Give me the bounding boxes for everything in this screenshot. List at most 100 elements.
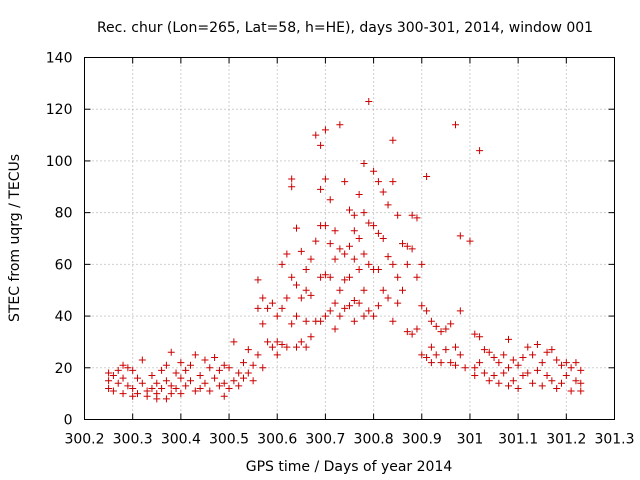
data-point [326, 273, 334, 281]
data-point [374, 229, 382, 237]
data-point [235, 382, 243, 390]
data-point [225, 364, 233, 372]
y-tick-labels: 0 20 40 60 80 100 120 140 [46, 51, 73, 429]
data-point [187, 361, 194, 369]
data-point [553, 384, 561, 392]
data-point [548, 346, 556, 354]
data-point [384, 294, 392, 302]
data-point [206, 364, 214, 372]
data-point [389, 178, 397, 186]
data-point [562, 372, 570, 380]
data-point [394, 273, 402, 281]
data-point [172, 369, 180, 377]
data-point [293, 224, 300, 232]
data-point [538, 382, 546, 390]
data-point [326, 240, 334, 248]
data-point [355, 191, 363, 199]
data-point [341, 250, 349, 258]
data-point [379, 188, 387, 196]
data-point [119, 374, 127, 382]
data-point [408, 245, 416, 253]
data-point [297, 294, 305, 302]
data-point [235, 369, 243, 377]
data-point [177, 359, 185, 367]
data-point [321, 222, 329, 230]
data-points [105, 97, 585, 403]
data-point [558, 361, 565, 369]
data-point [509, 377, 517, 385]
data-point [346, 273, 353, 281]
data-point [452, 343, 459, 351]
data-point [379, 235, 387, 242]
data-point [379, 286, 387, 294]
data-point [519, 372, 527, 380]
data-point [476, 359, 484, 367]
data-point [447, 359, 455, 367]
data-point [331, 255, 339, 263]
data-point [389, 260, 397, 268]
data-point [533, 341, 541, 349]
data-point [211, 353, 219, 361]
data-point [124, 382, 132, 390]
data-point [346, 302, 353, 310]
data-point [360, 209, 368, 217]
data-point [167, 348, 175, 356]
data-point [350, 255, 358, 263]
data-point [293, 281, 300, 289]
data-point [432, 351, 440, 359]
data-point [500, 369, 508, 377]
data-point [283, 250, 291, 258]
data-point [466, 237, 474, 245]
data-point [500, 351, 508, 359]
data-point [191, 387, 199, 395]
data-point [423, 307, 431, 315]
data-point [254, 351, 262, 359]
data-point [543, 348, 551, 356]
data-point [413, 273, 421, 281]
y-tick-label: 0 [64, 413, 73, 429]
data-point [124, 364, 132, 372]
x-tick-label: 300.3 [113, 432, 153, 448]
data-point [167, 390, 175, 398]
data-point [307, 333, 315, 341]
data-point [129, 384, 137, 392]
data-point [187, 377, 194, 385]
data-point [326, 196, 334, 204]
data-point [365, 260, 373, 268]
data-point [572, 359, 580, 367]
data-point [268, 299, 276, 307]
data-point [456, 351, 464, 359]
data-point [177, 390, 185, 398]
data-point [553, 356, 561, 364]
data-point [143, 392, 151, 400]
y-tick-label: 100 [46, 154, 73, 170]
data-point [240, 374, 247, 382]
data-point [427, 359, 435, 367]
data-point [302, 317, 310, 325]
data-point [230, 377, 238, 385]
data-point [220, 379, 228, 387]
data-point [350, 227, 358, 235]
data-point [408, 211, 416, 219]
data-point [360, 286, 368, 294]
data-point [162, 377, 170, 385]
data-point [485, 377, 493, 385]
data-point [350, 297, 358, 305]
data-point [172, 384, 180, 392]
data-point [461, 364, 469, 372]
y-axis-label: STEC from uqrg / TECUs [7, 154, 23, 322]
data-point [480, 346, 488, 354]
data-point [105, 377, 113, 385]
data-point [505, 382, 512, 390]
data-point [485, 348, 493, 356]
data-point [577, 379, 585, 387]
data-point [307, 255, 315, 263]
data-point [264, 304, 272, 312]
data-point [365, 219, 373, 227]
data-point [365, 307, 373, 315]
data-point [490, 372, 498, 380]
data-point [413, 214, 421, 222]
data-point [215, 366, 223, 374]
data-point [360, 160, 368, 168]
data-point [162, 395, 170, 403]
